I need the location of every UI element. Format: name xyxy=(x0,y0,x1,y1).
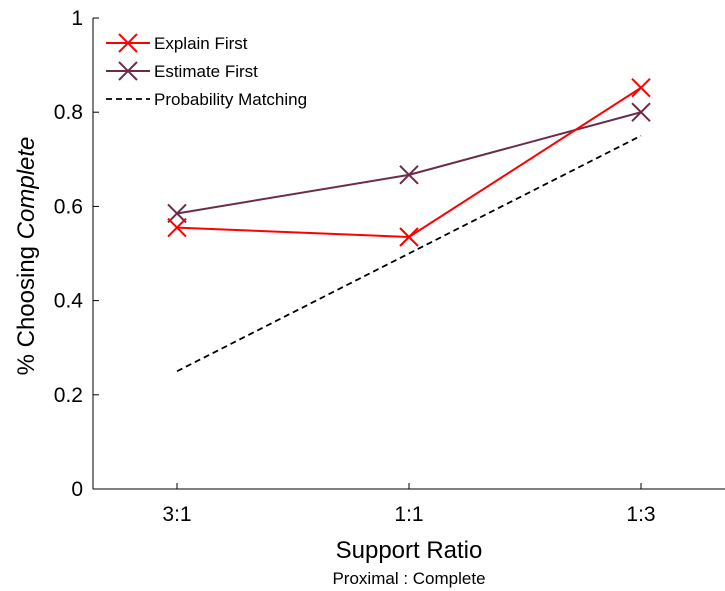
data-point-marker xyxy=(631,102,651,122)
data-point-marker xyxy=(399,227,419,247)
data-point-marker xyxy=(399,165,419,185)
y-tick-label: 0.2 xyxy=(54,384,83,407)
axes: 0 0.2 0.4 0.6 0.8 1 3:1 1:1 1:3 xyxy=(54,7,725,526)
y-tick-label: 0.4 xyxy=(54,290,84,313)
legend-marker xyxy=(118,61,138,81)
legend-label: Explain First xyxy=(154,34,248,53)
series-line-0 xyxy=(176,86,642,239)
x-tick-label: 1:3 xyxy=(626,503,655,526)
series-layer xyxy=(167,78,651,373)
y-tick-label: 0.6 xyxy=(54,195,83,218)
legend: Explain First Estimate First Probability M… xyxy=(106,33,307,109)
y-axis-title: % Choosing Complete xyxy=(13,137,40,376)
data-point-marker xyxy=(631,78,651,98)
series-line-2 xyxy=(176,134,642,373)
y-tick-label: 1 xyxy=(71,7,83,30)
series-line-1 xyxy=(176,111,642,215)
data-point-marker xyxy=(167,217,187,238)
x-tick-label: 1:1 xyxy=(394,503,423,526)
legend-marker xyxy=(118,33,138,53)
x-tick-label: 3:1 xyxy=(162,503,191,526)
x-axis-subtitle: Proximal : Complete xyxy=(332,569,485,588)
data-point-marker xyxy=(167,203,187,224)
y-tick-label: 0.8 xyxy=(54,101,83,124)
legend-label: Estimate First xyxy=(154,62,258,81)
y-tick-label: 0 xyxy=(71,478,83,501)
x-axis-title: Support Ratio xyxy=(336,537,483,564)
legend-label: Probability Matching xyxy=(154,90,307,109)
